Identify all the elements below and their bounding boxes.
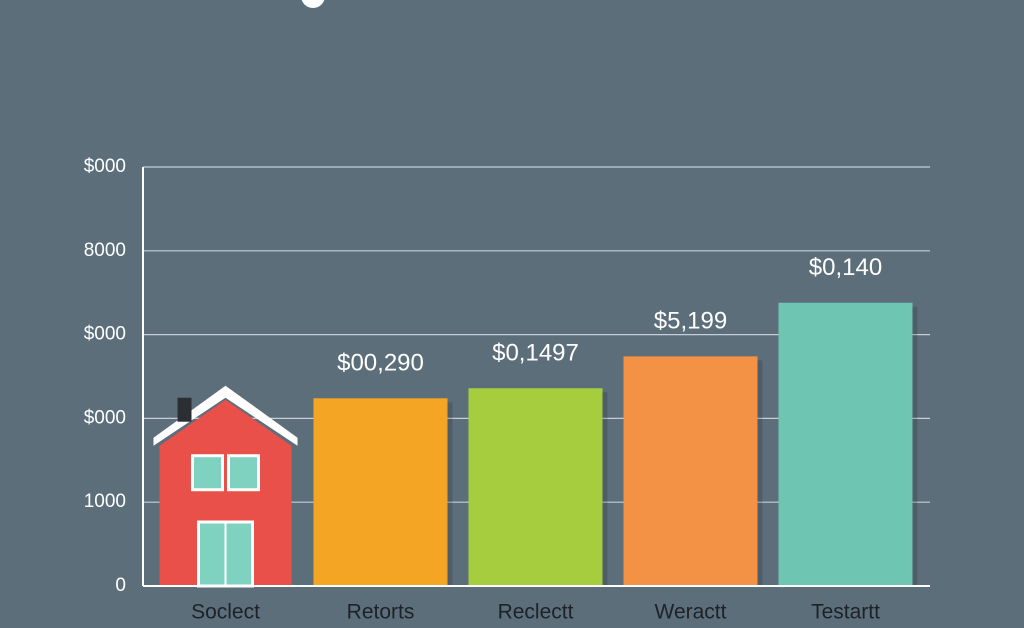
x-tick-label: Testartt [811,601,880,624]
x-tick-label: Reclectt [498,601,574,624]
y-tick-label: $000 [84,324,126,345]
bar-shade [447,402,453,586]
y-tick-label: 0 [115,575,126,596]
house-bar [153,385,298,588]
y-tick-label: $000 [84,407,126,428]
bar [778,302,913,586]
x-tick-label: Retorts [347,601,415,624]
bar [313,398,448,586]
bar-annotation: $00,290 [337,350,424,377]
bar-annotation: $5,199 [654,308,727,335]
house-roof [153,385,298,446]
x-tick-label: Weractt [655,601,727,624]
x-tick-label: Soclect [191,601,260,624]
chimney [177,397,192,422]
bar-shade [757,360,763,586]
bar [468,388,603,586]
window [191,454,224,492]
decoration [301,0,325,8]
bar-annotation: $0,1497 [492,340,579,367]
window [227,454,260,492]
bar [623,356,758,586]
y-tick-label: 1000 [84,491,126,512]
bar-annotation: $0,140 [809,254,882,281]
bar-shade [602,392,608,586]
y-tick-label: 8000 [84,240,126,261]
y-tick-label: $000 [84,156,126,177]
house-body [159,399,292,586]
bar-shade [912,306,918,586]
